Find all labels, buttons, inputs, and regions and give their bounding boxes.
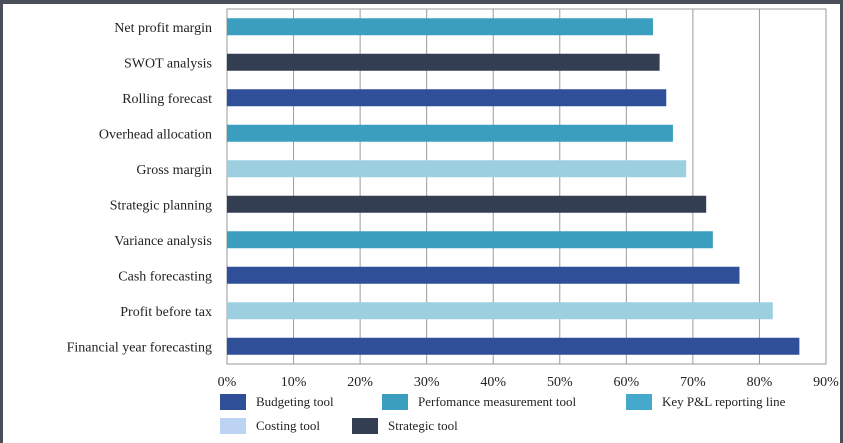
x-tick-label: 40% — [480, 375, 506, 390]
category-label: Profit before tax — [120, 305, 212, 320]
category-label: Cash forecasting — [118, 269, 212, 284]
category-label: Overhead allocation — [99, 127, 212, 142]
x-tick-label: 70% — [680, 375, 706, 390]
x-tick-label: 90% — [813, 375, 839, 390]
bar-profit-before-tax — [227, 302, 773, 320]
frame-top-border — [0, 0, 843, 4]
category-label: SWOT analysis — [124, 56, 212, 71]
category-label: Strategic planning — [110, 198, 212, 213]
bar-rolling-forecast — [227, 89, 667, 107]
category-label: Financial year forecasting — [67, 340, 212, 355]
x-tick-label: 50% — [547, 375, 573, 390]
category-label: Net profit margin — [114, 21, 212, 36]
bar-financial-year-forecasting — [227, 337, 800, 355]
x-tick-label: 80% — [747, 375, 773, 390]
frame-right-border — [840, 0, 843, 443]
category-label: Rolling forecast — [122, 92, 212, 107]
bar-net-profit-margin — [227, 18, 653, 36]
x-tick-label: 30% — [414, 375, 440, 390]
x-tick-label: 60% — [613, 375, 639, 390]
bar-overhead-allocation — [227, 124, 673, 142]
frame-left-border — [0, 0, 3, 443]
category-label: Variance analysis — [114, 234, 212, 249]
bar-gross-margin — [227, 160, 687, 178]
bar-swot-analysis — [227, 53, 660, 71]
bar-strategic-planning — [227, 195, 707, 213]
x-tick-label: 20% — [347, 375, 373, 390]
bar-cash-forecasting — [227, 266, 740, 284]
category-label: Gross margin — [136, 163, 212, 178]
bar-variance-analysis — [227, 231, 713, 249]
x-tick-label: 0% — [218, 375, 237, 390]
x-tick-label: 10% — [281, 375, 307, 390]
